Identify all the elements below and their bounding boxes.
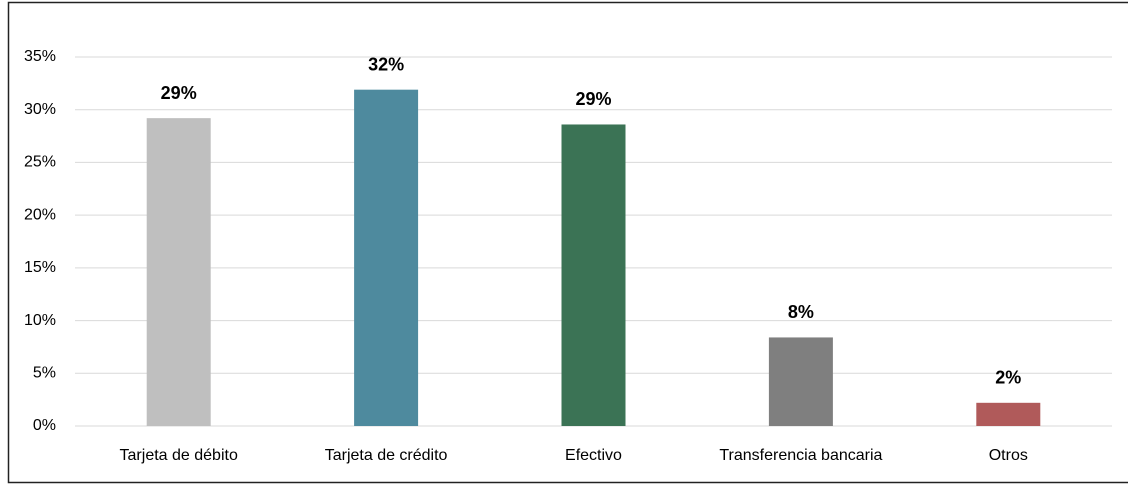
y-tick-label: 15%	[24, 259, 56, 276]
bar	[768, 337, 833, 426]
y-tick-label: 30%	[24, 101, 56, 118]
bar	[146, 118, 211, 427]
x-tick-label: Tarjeta de débito	[120, 447, 238, 464]
y-tick-label: 20%	[24, 206, 56, 223]
x-tick-label: Otros	[989, 447, 1028, 464]
bar	[976, 402, 1041, 426]
bar	[354, 89, 419, 426]
value-label: 29%	[575, 89, 611, 109]
y-tick-label: 10%	[24, 312, 56, 329]
x-tick-label: Efectivo	[565, 447, 622, 464]
y-tick-label: 5%	[33, 365, 56, 382]
value-label: 29%	[161, 83, 197, 103]
y-tick-label: 0%	[33, 417, 56, 434]
y-tick-label: 35%	[24, 48, 56, 65]
value-label: 8%	[788, 302, 814, 322]
x-tick-label: Tarjeta de crédito	[325, 447, 448, 464]
value-label: 2%	[995, 368, 1021, 388]
y-tick-label: 25%	[24, 154, 56, 171]
x-tick-label: Transferencia bancaria	[719, 447, 882, 464]
value-label: 32%	[368, 54, 404, 74]
bar	[561, 124, 626, 426]
